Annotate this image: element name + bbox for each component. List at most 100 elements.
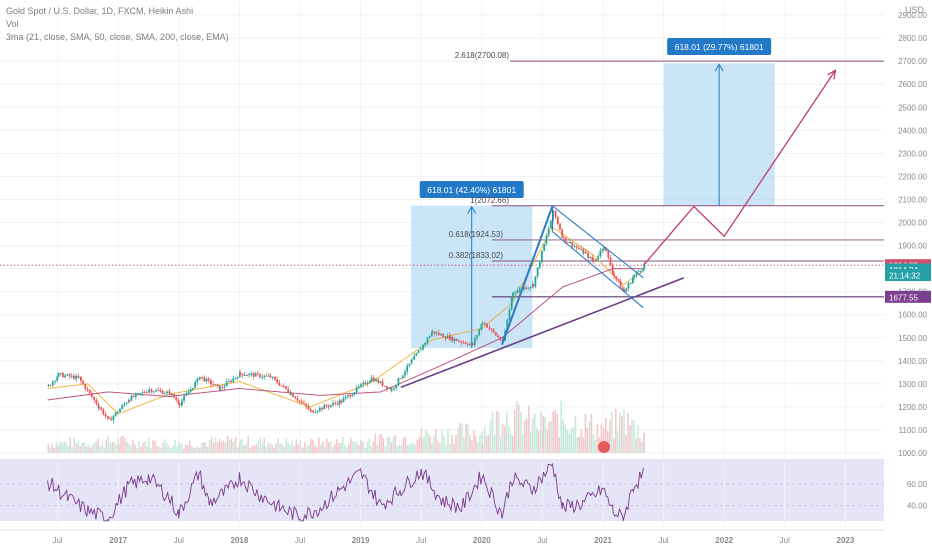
volume-bar	[538, 430, 540, 453]
volume-bar	[107, 436, 110, 453]
candle	[261, 376, 264, 378]
volume-bar	[202, 442, 205, 453]
volume-bar	[249, 447, 251, 453]
candle	[362, 382, 365, 385]
volume-bar	[552, 411, 554, 453]
candle	[578, 247, 580, 250]
volume-bar	[314, 445, 316, 453]
candle	[121, 405, 124, 409]
volume-bar	[485, 435, 488, 453]
projection-path[interactable]	[642, 70, 836, 266]
rsi-tick-label: 40.00	[907, 502, 928, 511]
volume-bar	[204, 442, 207, 453]
candle	[597, 256, 600, 260]
volume-bar	[584, 413, 587, 453]
candle	[123, 403, 126, 406]
candle	[59, 373, 62, 375]
candle	[221, 387, 224, 389]
x-tick-label: Jul	[537, 536, 547, 545]
rsi-line	[47, 462, 644, 522]
volume-bar	[607, 430, 609, 453]
volume-bar	[453, 444, 455, 453]
volume-bar	[257, 440, 259, 453]
volume-bar	[136, 448, 138, 453]
candle	[510, 298, 513, 310]
candle	[347, 395, 349, 397]
volume-bar	[516, 401, 518, 453]
candle	[490, 328, 493, 330]
candle	[210, 380, 212, 385]
candle	[615, 276, 618, 280]
candle	[114, 412, 117, 417]
channel-lower-line[interactable]	[552, 231, 644, 309]
volume-bar	[461, 423, 463, 453]
volume-bar	[115, 444, 118, 453]
volume-bar	[408, 444, 411, 453]
candle	[603, 247, 605, 250]
candle	[585, 251, 587, 253]
candle	[257, 373, 259, 375]
volume-bar	[354, 442, 356, 453]
volume-bar	[368, 439, 371, 453]
volume-bar	[79, 446, 82, 453]
volume-bar	[457, 427, 459, 453]
volume-bar	[101, 442, 104, 453]
candle	[236, 377, 239, 379]
volume-bar	[495, 410, 498, 453]
volume-bar	[370, 446, 373, 453]
volume-bar	[576, 437, 579, 453]
candle	[181, 400, 183, 406]
volume-bar	[536, 427, 538, 453]
volume-bar	[306, 445, 308, 453]
candle	[571, 242, 574, 247]
candle	[93, 396, 95, 400]
volume-bar	[285, 438, 287, 453]
volume-bar	[192, 447, 195, 453]
volume-bar	[530, 431, 532, 453]
candle	[150, 389, 153, 393]
candle	[492, 329, 495, 333]
volume-bar	[128, 444, 130, 453]
volume-bar	[218, 438, 221, 453]
candle	[168, 391, 171, 395]
volume-bar	[493, 434, 496, 453]
candle	[582, 251, 585, 254]
candle	[329, 404, 332, 407]
channel-upper-line[interactable]	[552, 205, 644, 279]
candle	[102, 409, 105, 415]
volume-bar	[255, 444, 257, 453]
volume-bar	[330, 441, 332, 453]
volume-bar	[396, 446, 399, 453]
candle	[141, 392, 144, 394]
x-tick-label: 2018	[231, 536, 249, 545]
volume-bar	[196, 446, 199, 453]
candle	[643, 264, 646, 269]
volume-bar	[635, 438, 637, 453]
moving-average-line	[47, 268, 644, 401]
volume-bar	[166, 443, 168, 453]
volume-bar	[362, 441, 365, 453]
candle	[309, 409, 312, 411]
volume-bar	[380, 434, 383, 453]
candle	[187, 391, 190, 394]
candle	[344, 396, 347, 399]
volume-bar	[435, 429, 437, 453]
volume-bar	[473, 430, 475, 453]
candle	[82, 380, 84, 385]
support-trendline[interactable]	[400, 277, 685, 389]
volume-bar	[152, 440, 154, 453]
impulse-line[interactable]	[501, 205, 554, 346]
candle	[66, 374, 69, 376]
volume-bar	[619, 412, 621, 453]
candle	[100, 407, 102, 410]
candle	[404, 371, 406, 376]
x-tick-label: Jul	[658, 536, 668, 545]
candle	[607, 250, 610, 258]
volume-bar	[93, 442, 96, 453]
volume-bar	[425, 429, 427, 453]
candle	[252, 373, 255, 377]
volume-bar	[364, 447, 367, 453]
volume-bar	[449, 444, 451, 453]
